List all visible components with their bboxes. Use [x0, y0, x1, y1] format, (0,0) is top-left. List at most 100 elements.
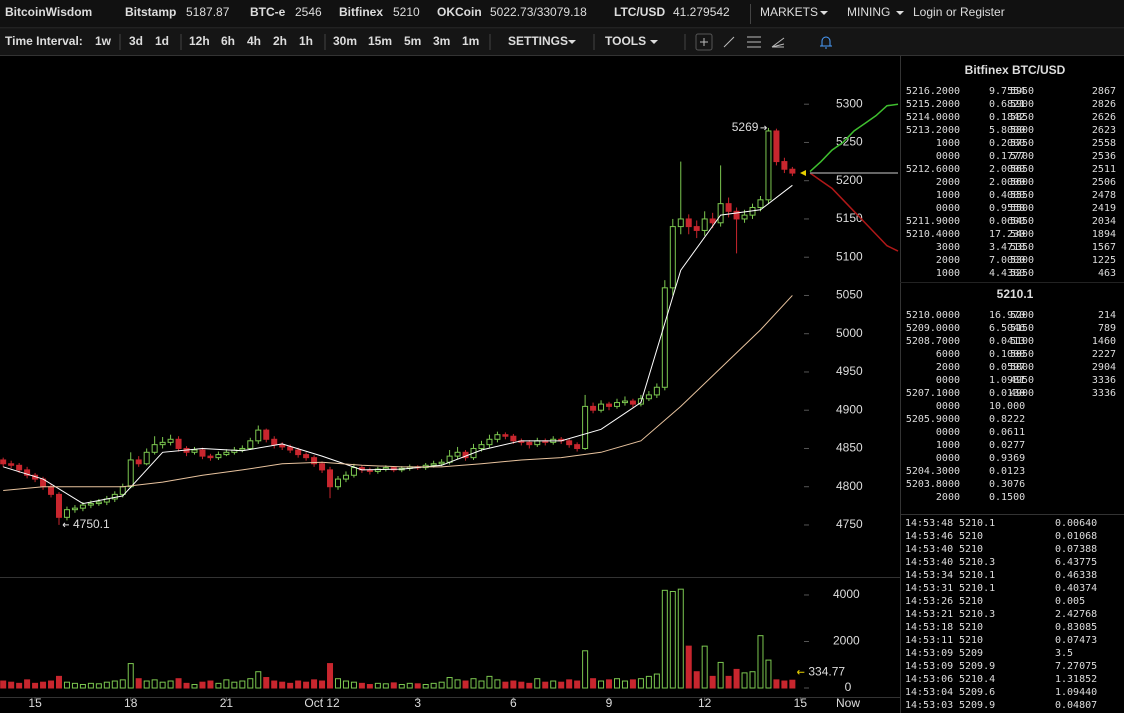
low-annotation: 4750.1 [73, 517, 110, 531]
interval-button[interactable]: 1d [155, 34, 169, 48]
tool-cross[interactable] [695, 33, 713, 51]
volume-bar [478, 680, 485, 689]
candle-body [478, 444, 485, 449]
line-icon[interactable] [723, 36, 735, 48]
orderbook-cell: 2558 [1092, 138, 1116, 149]
interval-button[interactable]: 3d [129, 34, 143, 48]
interval-button[interactable]: 12h [189, 34, 210, 48]
interval-button[interactable]: 3m [433, 34, 450, 48]
volume-bar [390, 682, 397, 689]
orderbook-cell: 0.6821 [989, 99, 1025, 110]
orderbook-cell: 3336 [1092, 388, 1116, 399]
trade-time: 14:53:04 [905, 687, 953, 698]
exchange-name[interactable]: OKCoin [437, 5, 482, 19]
y-tick-label: 5100 [836, 249, 863, 263]
orderbook-cell: 0000 [936, 453, 960, 464]
x-tick-label: Oct 12 [304, 696, 340, 710]
volume-bar [669, 590, 676, 689]
orderbook-cell: 4950 [1010, 375, 1034, 386]
candle-body [191, 449, 198, 453]
volume-annotation: 334.77 [808, 664, 845, 678]
orderbook-cell: 1225 [1092, 255, 1116, 266]
orderbook-cell: 4900 [1010, 388, 1034, 399]
candle-body [223, 451, 230, 456]
volume-bar [382, 683, 389, 689]
candle-body [303, 454, 310, 459]
trade-time: 14:53:06 [905, 674, 953, 685]
trade-time: 14:53:18 [905, 622, 953, 633]
candle-body [255, 429, 262, 442]
menu[interactable]: MINING [847, 5, 890, 19]
interval-button[interactable]: 1w [95, 34, 112, 48]
interval-button[interactable]: 15m [368, 34, 392, 48]
volume-bar [637, 678, 644, 689]
or-text: or [946, 5, 957, 19]
trade-price: 5210 [959, 596, 983, 607]
volume-bar [103, 681, 110, 689]
trade-amount: 0.01068 [1055, 531, 1097, 542]
interval-button[interactable]: 1m [462, 34, 479, 48]
fan-icon[interactable] [771, 37, 785, 48]
candle-body [502, 434, 509, 437]
interval-button[interactable]: 30m [333, 34, 357, 48]
orderbook-cell: 0.1000 [989, 349, 1025, 360]
volume-bar [263, 677, 270, 689]
bell-icon[interactable] [820, 36, 832, 49]
toolbar-menu[interactable]: SETTINGS [508, 34, 568, 48]
toolbar-menu[interactable]: TOOLS [605, 34, 646, 48]
candle-body [741, 214, 748, 220]
volume-bar [63, 681, 70, 689]
orderbook-cell: 0.9558 [989, 203, 1025, 214]
candle-body [350, 467, 357, 476]
volume-bar [135, 678, 142, 689]
candle-body [454, 451, 461, 457]
trade-amount: 1.09440 [1055, 687, 1097, 698]
volume-bar [629, 679, 636, 689]
trade-price: 5209 [959, 648, 983, 659]
candle-body [781, 161, 788, 170]
volume-bar [661, 589, 668, 689]
login-link[interactable]: Login [913, 5, 942, 19]
orderbook-cell: 5209.0000 [906, 323, 960, 334]
interval-button[interactable]: 5m [404, 34, 421, 48]
volume-bar [295, 680, 302, 689]
candle-body [159, 441, 166, 446]
brand[interactable]: BitcoinWisdom [5, 5, 92, 19]
candle-body [701, 218, 708, 231]
interval-button[interactable]: 2h [273, 34, 287, 48]
exchange-name[interactable]: Bitstamp [125, 5, 176, 19]
candle-body [669, 226, 676, 289]
volume-bar [167, 680, 174, 689]
exchange-price: 41.279542 [673, 5, 730, 19]
orderbook-cell: 7.0000 [989, 255, 1025, 266]
volume-bar [526, 682, 533, 689]
caret [650, 40, 658, 44]
exchange-name[interactable]: Bitfinex [339, 5, 383, 19]
orderbook-cell: 1000 [936, 138, 960, 149]
menu[interactable]: MARKETS [760, 5, 818, 19]
orderbook-cell: 463 [1098, 268, 1116, 279]
orderbook-cell: 5350 [1010, 242, 1034, 253]
y-tick-label: 4900 [836, 402, 863, 416]
exchange-name[interactable]: LTC/USD [614, 5, 665, 19]
interval-button[interactable]: 6h [221, 34, 235, 48]
exchange-name[interactable]: BTC-e [250, 5, 286, 19]
interval-button[interactable]: 4h [247, 34, 261, 48]
high-annotation: 5269 [732, 120, 759, 134]
volume-bar [327, 663, 334, 689]
candle-body [598, 403, 605, 411]
orderbook-cell: 5200 [1010, 310, 1034, 321]
volume-bar [199, 681, 206, 689]
volume-bar [319, 680, 326, 689]
candle-body [127, 459, 134, 488]
orderbook-cell: 0000 [936, 401, 960, 412]
candle-body [510, 435, 517, 442]
hlines-icon[interactable] [747, 36, 761, 48]
register-link[interactable]: Register [960, 5, 1005, 19]
toolbar [0, 29, 1124, 55]
orderbook-cell: 3000 [936, 242, 960, 253]
volume-bar [87, 682, 94, 689]
orderbook-cell: 5650 [1010, 164, 1034, 175]
interval-button[interactable]: 1h [299, 34, 313, 48]
orderbook-cell: 0.0123 [989, 466, 1025, 477]
